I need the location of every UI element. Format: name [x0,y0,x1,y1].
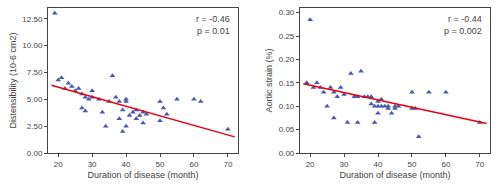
svg-text:Duration of disease (month): Duration of disease (month) [87,170,198,180]
svg-text:20: 20 [306,160,315,169]
svg-text:70: 70 [475,160,484,169]
svg-text:12.50: 12.50 [22,15,43,24]
svg-text:0.10: 0.10 [279,102,295,111]
svg-text:7.50: 7.50 [27,68,43,77]
svg-text:Duration of disease (month): Duration of disease (month) [339,170,450,180]
svg-text:30: 30 [340,160,349,169]
svg-text:20: 20 [54,160,63,169]
svg-text:10.00: 10.00 [22,41,43,50]
svg-text:60: 60 [189,160,198,169]
svg-text:0.15: 0.15 [279,79,295,88]
svg-text:50: 50 [407,160,416,169]
svg-text:70: 70 [223,160,232,169]
svg-text:40: 40 [374,160,383,169]
svg-text:0.00: 0.00 [27,149,43,158]
svg-text:40: 40 [122,160,131,169]
svg-text:0.05: 0.05 [279,125,295,134]
svg-text:r = -0.44p = 0.002: r = -0.44p = 0.002 [444,14,482,36]
svg-text:0.20: 0.20 [279,55,295,64]
svg-text:0.30: 0.30 [279,8,295,17]
svg-text:r = -0.46p = 0.01: r = -0.46p = 0.01 [196,14,230,36]
svg-text:Distensibility (10-6 cm2): Distensibility (10-6 cm2) [8,32,18,128]
svg-text:50: 50 [156,160,165,169]
svg-text:5.00: 5.00 [27,95,43,104]
svg-text:Aortic strain (%): Aortic strain (%) [264,48,274,112]
svg-text:0.25: 0.25 [279,32,295,41]
svg-text:0.00: 0.00 [279,149,295,158]
svg-text:60: 60 [441,160,450,169]
svg-text:2.50: 2.50 [27,122,43,131]
svg-text:30: 30 [88,160,97,169]
